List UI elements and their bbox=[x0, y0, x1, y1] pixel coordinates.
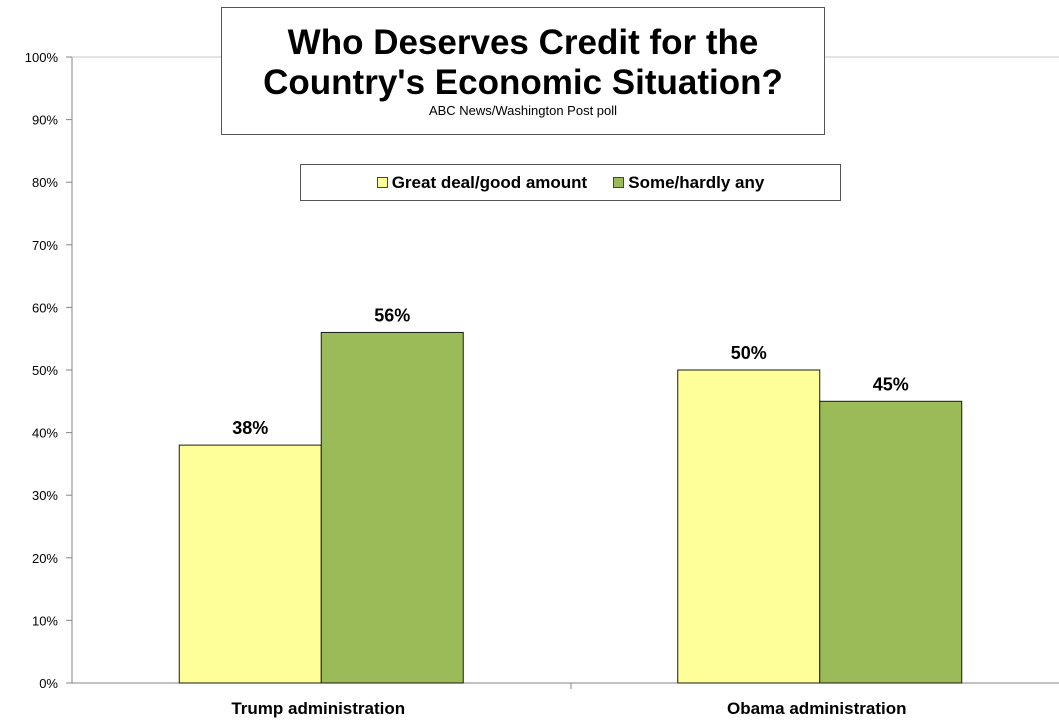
y-tick-label: 70% bbox=[32, 238, 58, 253]
y-tick-label: 60% bbox=[32, 300, 58, 315]
chart-subtitle: ABC News/Washington Post poll bbox=[428, 103, 618, 118]
bar bbox=[819, 400, 963, 684]
y-tick-label: 40% bbox=[32, 426, 58, 441]
x-axis-labels: Trump administration Obama administration bbox=[231, 699, 906, 718]
y-tick-label: 20% bbox=[32, 551, 58, 566]
legend-label-some-hardly-any: Some/hardly any bbox=[628, 172, 765, 192]
y-axis-ticks: 0% 10% 20% 30% 40% 50% 60% 70% 80% 90% 100% bbox=[25, 50, 72, 691]
bar bbox=[677, 369, 821, 684]
y-tick-label: 10% bbox=[32, 613, 58, 628]
data-label: 50% bbox=[731, 343, 767, 363]
x-category-label: Trump administration bbox=[231, 699, 405, 718]
data-label: 56% bbox=[374, 305, 410, 325]
bars bbox=[178, 331, 963, 684]
chart-title-line-1: Who Deserves Credit for the bbox=[287, 23, 759, 62]
chart-title-line-2: Country's Economic Situation? bbox=[263, 63, 783, 102]
data-label: 38% bbox=[232, 418, 268, 438]
bar bbox=[320, 331, 464, 684]
y-tick-label: 30% bbox=[32, 488, 58, 503]
bar bbox=[178, 444, 322, 684]
legend-item-some-hardly-any: Some/hardly any bbox=[613, 173, 764, 193]
y-tick-label: 100% bbox=[25, 50, 59, 65]
legend-swatch-some-hardly-any bbox=[613, 177, 625, 188]
legend-item-great-deal: Great deal/good amount bbox=[376, 172, 588, 193]
x-category-label: Obama administration bbox=[727, 699, 906, 718]
data-labels: 38% 56% 50% 45% bbox=[232, 305, 909, 438]
legend-swatch-great-deal bbox=[376, 177, 388, 188]
legend-label-great-deal: Great deal/good amount bbox=[391, 172, 588, 192]
y-tick-label: 0% bbox=[39, 676, 58, 691]
y-tick-label: 80% bbox=[32, 175, 58, 190]
legend: Great deal/good amount Some/hardly any bbox=[300, 164, 841, 201]
y-tick-label: 50% bbox=[32, 363, 58, 378]
data-label: 45% bbox=[873, 374, 909, 394]
chart-title-box: Who Deserves Credit for the Country's Ec… bbox=[221, 7, 825, 135]
y-tick-label: 90% bbox=[32, 113, 58, 128]
